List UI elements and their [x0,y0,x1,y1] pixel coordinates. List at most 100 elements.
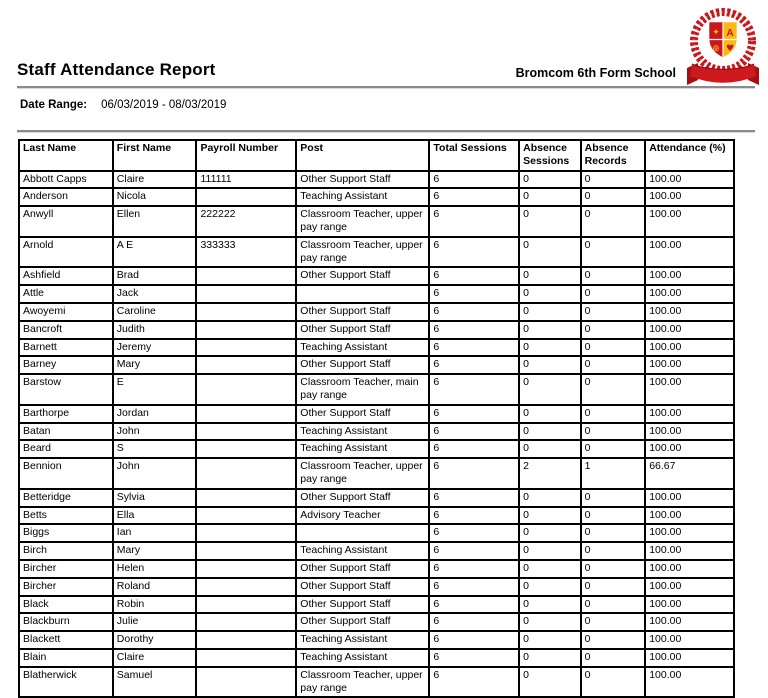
table-cell: Jordan [112,404,197,423]
table-cell: 0 [519,613,581,632]
table-cell: Attle [19,285,113,303]
table-cell: 0 [519,631,581,649]
table-row: Bircher Helen Other Support Staff 6 0 0 100.00 [19,559,734,578]
table-row: Blackburn Julie Other Support Staff 6 0 0 100.… [19,613,734,632]
table-cell: Other Support Staff [296,595,430,614]
table-cell: 0 [580,595,646,614]
table-cell: Teaching Assistant [296,338,430,357]
table-cell: Caroline [112,302,197,321]
table-cell [196,631,297,649]
table-cell: 0 [519,302,581,321]
table-cell: 0 [580,267,646,286]
table-cell: Other Support Staff [296,320,430,339]
table-row: Beard S Teaching Assistant 6 0 0 100.00 [19,440,734,459]
table-cell: 6 [429,338,520,357]
table-cell: 0 [580,206,646,237]
table-cell: 0 [519,422,581,441]
table-cell: Arnold [19,236,113,268]
table-cell [196,666,297,698]
column-header: Payroll Number [196,140,297,171]
table-cell: Claire [112,170,197,189]
table-cell: Classroom Teacher, main pay range [296,374,430,405]
table-cell: 6 [429,236,520,268]
table-row: Barthorpe Jordan Other Support Staff 6 0 0 100… [19,404,734,423]
table-cell: 100.00 [645,356,734,375]
table-cell: 0 [580,236,646,268]
table-row: Bancroft Judith Other Support Staff 6 0 0 100.… [19,320,734,339]
table-cell [196,506,297,525]
table-row: Barney Mary Other Support Staff 6 0 0 100.00 [19,356,734,375]
table-cell: 6 [429,267,520,286]
table-cell: 0 [580,188,646,207]
table-cell [196,542,297,560]
table-cell: 100.00 [645,422,734,441]
table-cell [196,267,297,286]
svg-text:♥: ♥ [726,44,734,54]
table-cell: 0 [519,188,581,207]
table-cell [196,524,297,543]
table-row: Awoyemi Caroline Other Support Staff 6 0 0 100… [19,302,734,321]
table-cell: 100.00 [645,206,734,237]
table-cell: 0 [519,374,581,405]
table-cell: 6 [429,488,520,507]
table-cell: Jack [112,285,197,303]
table-cell: 0 [580,666,646,698]
table-cell [196,559,297,578]
table-cell: Blain [19,648,113,667]
school-name: Bromcom 6th Form School [515,66,676,80]
table-cell: 0 [580,524,646,543]
table-cell: 100.00 [645,595,734,614]
table-cell: 0 [519,338,581,357]
column-header: Total Sessions [429,140,520,171]
table-cell: 0 [519,356,581,375]
table-cell: 6 [429,302,520,321]
table-cell: 0 [519,559,581,578]
table-cell: Teaching Assistant [296,440,430,459]
table-cell: Other Support Staff [296,577,430,596]
table-cell: 0 [580,302,646,321]
table-cell [196,488,297,507]
table-cell: 111111 [196,170,297,189]
table-cell: 100.00 [645,506,734,525]
table-cell: 0 [519,542,581,560]
table-cell: 100.00 [645,374,734,405]
table-cell: 6 [429,422,520,441]
table-cell: Black [19,595,113,614]
table-cell: Ellen [112,206,197,237]
table-cell: 0 [580,542,646,560]
table-cell: 2 [519,458,581,489]
table-cell: Batan [19,422,113,441]
table-row: Birch Mary Teaching Assistant 6 0 0 100.00 [19,542,734,560]
table-cell: 0 [519,524,581,543]
column-header: Absence Sessions [519,140,581,171]
school-crest-icon: ✦ A ⊕ ♥ [684,6,762,88]
table-cell: 100.00 [645,236,734,268]
table-row: Bennion John Classroom Teacher, upper pay … [19,458,734,489]
table-cell: 0 [580,631,646,649]
table-cell: John [112,458,197,489]
table-cell: 0 [580,422,646,441]
column-header: Last Name [19,140,113,171]
table-cell: 0 [519,440,581,459]
table-cell: Helen [112,559,197,578]
table-cell: Other Support Staff [296,267,430,286]
column-header: Absence Records [580,140,646,171]
table-cell: 6 [429,356,520,375]
table-cell: Bancroft [19,320,113,339]
table-cell: Teaching Assistant [296,542,430,560]
table-cell [196,356,297,375]
table-cell: 6 [429,648,520,667]
table-cell: Anderson [19,188,113,207]
table-cell [196,285,297,303]
table-cell: Barney [19,356,113,375]
table-cell: 0 [580,404,646,423]
table-cell: 0 [519,506,581,525]
table-cell: Other Support Staff [296,356,430,375]
table-cell: 100.00 [645,559,734,578]
column-header: First Name [112,140,197,171]
table-cell: 66.67 [645,458,734,489]
table-cell: Claire [112,648,197,667]
svg-text:A: A [726,28,733,39]
table-row: Blackett Dorothy Teaching Assistant 6 0 0 100.… [19,631,734,649]
table-row: Anwyll Ellen 222222 Classroom Teacher, uppe… [19,206,734,237]
